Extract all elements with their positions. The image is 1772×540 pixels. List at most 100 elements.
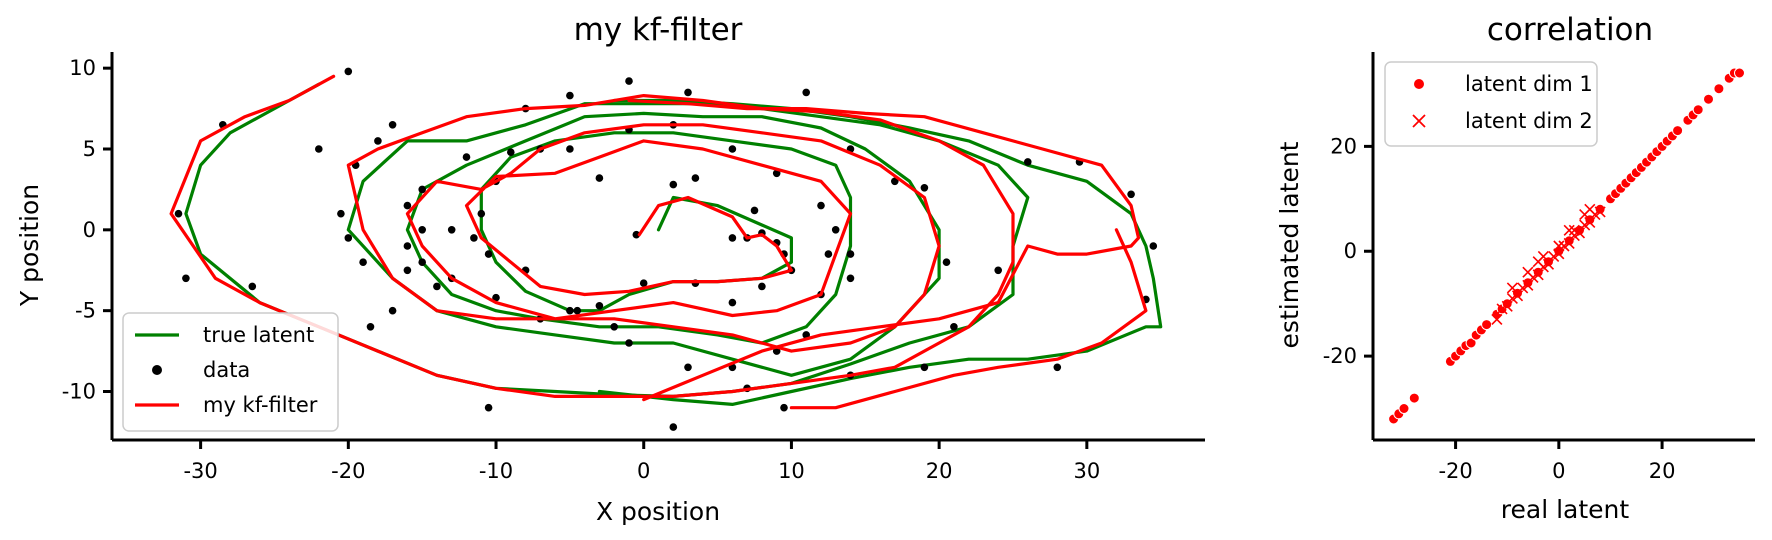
axis-ticks: -20 0 20 -20 0 20 [1323, 134, 1676, 483]
data-point [942, 258, 951, 267]
x-axis-label: X position [596, 497, 720, 526]
data-point [1481, 319, 1493, 331]
data-point-x [1506, 282, 1518, 294]
data-point [920, 363, 929, 372]
data-point [1713, 83, 1725, 95]
data-point-x [1501, 300, 1513, 312]
data-point [433, 282, 441, 291]
data-point [758, 282, 766, 291]
y-tick-label: 20 [1330, 134, 1357, 158]
data-point [1127, 190, 1135, 199]
data-point [950, 323, 958, 331]
legend-box [122, 312, 339, 432]
data-point [344, 67, 353, 76]
data-point [891, 177, 899, 186]
data-point [684, 88, 692, 97]
series-line-my-kf-filter [169, 74, 1015, 398]
data-point [625, 339, 633, 347]
kf-filter-panel: my kf-filter -30 -20 -10 0 10 20 30 -10 -5 0 5 10 X… [15, 12, 1205, 526]
data-point [632, 230, 641, 239]
data-point [994, 266, 1002, 275]
legend-dot-swatch [1414, 79, 1424, 89]
legend-dot-swatch [152, 365, 162, 375]
data-point [831, 226, 840, 234]
data-point [669, 180, 678, 189]
legend-label: my kf-filter [203, 393, 318, 417]
data-point [403, 201, 412, 210]
x-tick-label: 30 [1073, 459, 1100, 483]
data-point [691, 174, 700, 182]
data-point [418, 226, 427, 234]
series-line-my-kf-filter-tail- [789, 228, 1148, 410]
data-point-x [1584, 216, 1596, 228]
data-point-x [1522, 266, 1534, 278]
legend: true latent data my kf-filter [122, 312, 339, 432]
data-point [1398, 403, 1410, 414]
y-tick-label: 10 [69, 56, 96, 80]
data-point [566, 91, 574, 100]
legend-label: true latent [203, 323, 314, 347]
data-point [1053, 363, 1062, 372]
data-point-x [1584, 203, 1596, 215]
data-point [418, 258, 427, 267]
y-tick-label: 5 [83, 137, 96, 161]
y-axis-label: estimated latent [1275, 141, 1304, 348]
legend-box [1384, 61, 1598, 147]
data-point [388, 306, 397, 315]
data-point-x [1553, 248, 1565, 260]
legend-label: latent dim 1 [1465, 72, 1593, 96]
data-point-x [1594, 206, 1606, 218]
data-point-x [1542, 258, 1555, 270]
data-point-x [1563, 237, 1575, 249]
data-point [1692, 104, 1704, 116]
data-point [477, 209, 486, 218]
series-line-my-kf-filter-outer-loop- [627, 98, 1141, 402]
data-point [315, 145, 323, 153]
legend: latent dim 1 latent dim 2 [1384, 61, 1598, 147]
y-tick-label: -10 [62, 380, 96, 404]
data-point-x [1511, 290, 1524, 302]
data-point [388, 121, 397, 129]
correlation-panel: correlation -20 0 20 -20 0 20 real latent est… [1275, 12, 1755, 524]
x-axis-label: real latent [1501, 495, 1630, 524]
data-point [403, 242, 412, 250]
data-point [669, 423, 678, 431]
chart-title: correlation [1487, 12, 1653, 48]
data-point [1703, 93, 1714, 105]
chart-title: my kf-filter [574, 12, 743, 48]
data-point [920, 184, 929, 192]
data-point [484, 250, 493, 258]
data-point [625, 77, 633, 85]
data-point [492, 293, 500, 302]
x-tick-label: -20 [1438, 459, 1472, 483]
data-point [817, 201, 825, 210]
x-tick-label: 20 [1649, 459, 1676, 483]
x-tick-label: -10 [479, 459, 513, 483]
data-point [403, 266, 412, 275]
x-tick-label: 20 [926, 459, 953, 483]
plot-area [169, 67, 1163, 431]
data-point [728, 234, 737, 242]
data-point-x [1563, 224, 1575, 236]
y-tick-label: 0 [83, 218, 96, 242]
data-point [418, 185, 427, 194]
legend-label: latent dim 2 [1465, 109, 1593, 133]
data-point [802, 88, 810, 97]
data-point-x [1532, 256, 1544, 268]
data-point [337, 209, 345, 218]
data-point [846, 274, 855, 283]
data-point-x [1568, 224, 1580, 236]
data-point [1408, 392, 1420, 404]
data-point-x [1491, 313, 1503, 325]
data-point [374, 137, 382, 145]
data-point [366, 323, 375, 331]
data-point [359, 258, 367, 267]
data-point [684, 363, 692, 372]
series-line-true-latent [184, 82, 1030, 398]
data-point [1672, 125, 1684, 137]
data-point [610, 323, 618, 331]
x-tick-label: -30 [183, 459, 217, 483]
data-point [507, 148, 515, 156]
data-point [1465, 337, 1477, 349]
